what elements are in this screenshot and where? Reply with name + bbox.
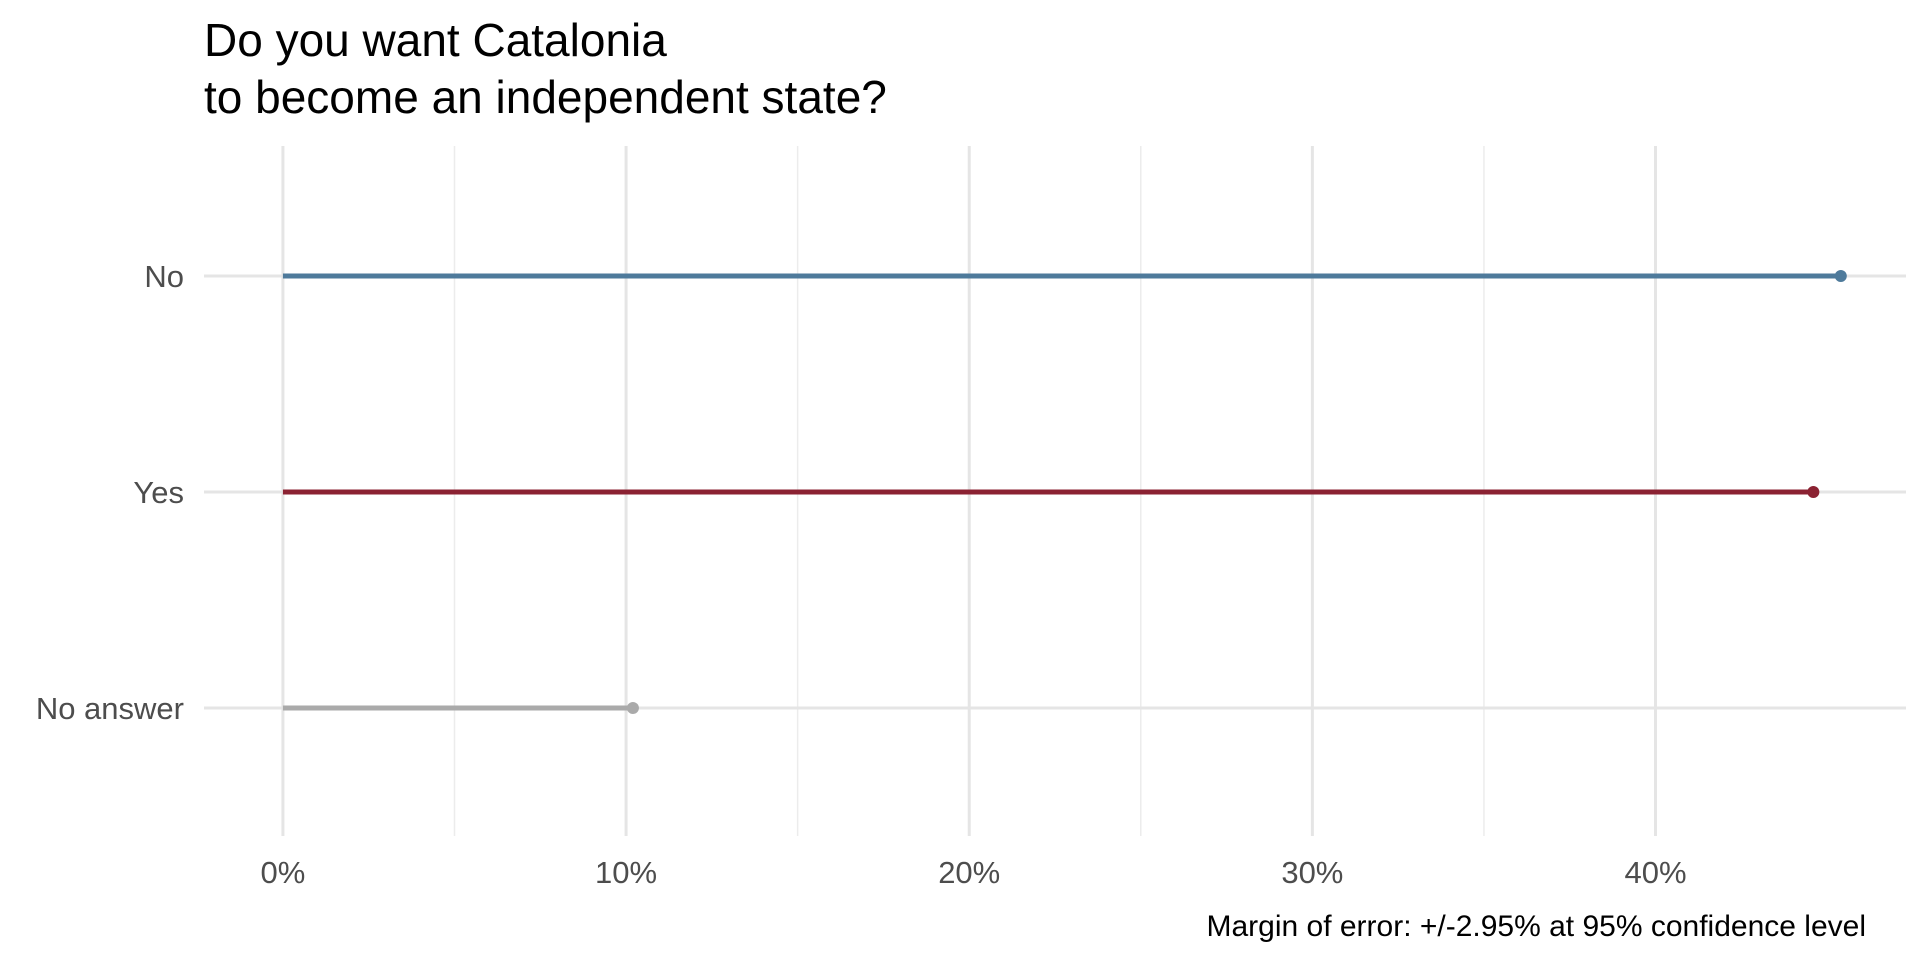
- y-tick-label: No: [144, 259, 184, 294]
- x-tick-label: 10%: [595, 855, 657, 890]
- lollipop-point-yes: [1807, 486, 1820, 498]
- chart-title: Do you want Catalonia to become an indep…: [204, 14, 887, 123]
- marks-layer: [282, 270, 1847, 714]
- x-tick-label: 0%: [261, 855, 306, 890]
- x-tick-label: 30%: [1281, 855, 1343, 890]
- chart-title-line-1: Do you want Catalonia: [204, 14, 667, 66]
- x-tick-label: 40%: [1624, 855, 1686, 890]
- lollipop-point-no-answer: [626, 702, 639, 714]
- labels-layer: No Yes No answer 0% 10% 20% 30% 40%: [36, 259, 1687, 890]
- lollipop-point-no: [1834, 270, 1847, 282]
- chart-caption: Margin of error: +/-2.95% at 95% confide…: [1206, 910, 1866, 943]
- y-tick-label: No answer: [36, 691, 184, 726]
- x-tick-label: 20%: [938, 855, 1000, 890]
- y-tick-label: Yes: [133, 475, 184, 510]
- chart-title-line-2: to become an independent state?: [204, 71, 887, 123]
